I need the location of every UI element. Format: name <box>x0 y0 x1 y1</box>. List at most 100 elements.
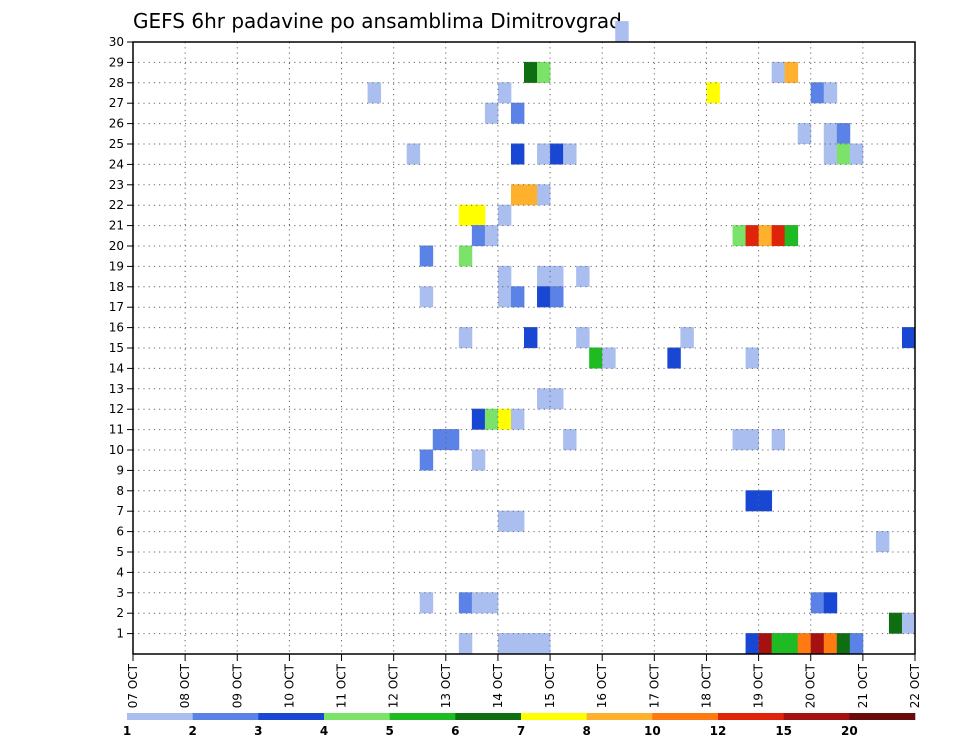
colorbar-swatch <box>258 713 325 720</box>
precip-cell <box>615 21 629 43</box>
y-tick-label: 10 <box>109 443 124 457</box>
x-tick-label: 18 OCT <box>699 663 713 708</box>
y-tick-label: 17 <box>109 300 124 314</box>
y-tick-label: 5 <box>116 545 124 559</box>
colorbar-swatch <box>127 713 193 720</box>
precip-cell <box>901 327 916 349</box>
precip-cell <box>550 265 564 287</box>
precip-cell <box>823 82 838 104</box>
precip-cell <box>471 204 486 226</box>
y-tick-label: 26 <box>109 117 124 131</box>
precip-cell <box>823 633 838 655</box>
colorbar-swatch <box>521 713 587 720</box>
x-tick-label: 15 OCT <box>543 663 557 708</box>
x-tick-label: 22 OCT <box>908 663 922 708</box>
precip-cell <box>510 102 525 124</box>
precip-cell <box>706 82 720 104</box>
colorbar-label: 4 <box>320 724 328 738</box>
precip-cell <box>484 102 499 124</box>
colorbar-swatch <box>652 713 719 720</box>
precip-cell <box>823 592 838 614</box>
y-tick-label: 30 <box>109 35 124 49</box>
precip-cell <box>888 612 903 634</box>
precip-cell <box>797 633 812 655</box>
y-tick-label: 18 <box>109 280 124 294</box>
precip-cell <box>797 123 812 145</box>
colorbar-label: 12 <box>710 724 727 738</box>
precip-cell <box>810 592 825 614</box>
precip-cell <box>732 225 746 247</box>
precip-cell <box>745 429 759 451</box>
precip-cell <box>471 408 486 430</box>
y-tick-label: 12 <box>109 402 124 416</box>
precip-cell <box>484 225 499 247</box>
precip-cell <box>406 143 421 165</box>
y-tick-label: 21 <box>109 219 124 233</box>
precip-cell <box>537 143 551 165</box>
precip-cell <box>458 245 473 267</box>
precip-cell <box>771 633 786 655</box>
precip-cell <box>537 388 551 410</box>
precip-cell <box>771 61 786 83</box>
precip-cell <box>745 490 759 512</box>
y-tick-label: 27 <box>109 96 124 110</box>
precip-cell <box>510 633 525 655</box>
precip-cell <box>849 143 864 165</box>
chart-title: GEFS 6hr padavine po ansamblima Dimitrov… <box>133 9 622 33</box>
y-tick-label: 1 <box>116 627 124 641</box>
x-tick-label: 21 OCT <box>856 663 870 708</box>
precip-cell <box>849 633 864 655</box>
precip-cell <box>576 327 590 349</box>
colorbar: 1 2 3 4 5 6 7 8 10 12 15 20 <box>123 713 916 738</box>
precip-cell <box>471 225 486 247</box>
precip-cell <box>445 429 460 451</box>
y-tick-label: 11 <box>109 423 124 437</box>
precip-cell <box>458 592 473 614</box>
colorbar-label: 7 <box>517 724 525 738</box>
precip-cell <box>458 633 473 655</box>
y-tick-label: 16 <box>109 321 124 335</box>
precip-cell <box>497 408 512 430</box>
colorbar-label: 3 <box>254 724 262 738</box>
y-tick-label: 3 <box>116 586 124 600</box>
precip-cell <box>471 592 486 614</box>
x-tick-label: 13 OCT <box>439 663 453 708</box>
precip-cell <box>484 408 499 430</box>
precip-cell <box>745 225 759 247</box>
y-tick-label: 28 <box>109 76 124 90</box>
precip-cell <box>602 347 616 369</box>
precip-cell <box>771 429 786 451</box>
precip-cell <box>497 204 512 226</box>
precip-cell <box>524 61 538 83</box>
x-tick-label: 20 OCT <box>804 663 818 708</box>
y-tick-label: 29 <box>109 55 124 69</box>
colorbar-swatch <box>849 713 916 720</box>
colorbar-label: 8 <box>582 724 590 738</box>
precip-cell <box>550 286 564 308</box>
precip-cell <box>836 123 851 145</box>
precip-cell <box>497 510 512 532</box>
precip-cell <box>419 449 434 471</box>
precip-cell <box>524 184 538 206</box>
x-tick-label: 19 OCT <box>752 663 766 708</box>
colorbar-label: 10 <box>644 724 661 738</box>
precip-cell <box>471 449 486 471</box>
colorbar-label: 1 <box>123 724 131 738</box>
y-tick-label: 23 <box>109 178 124 192</box>
precip-cell <box>432 429 447 451</box>
precip-cell <box>576 265 590 287</box>
precip-cell <box>419 245 434 267</box>
y-tick-label: 7 <box>116 504 124 518</box>
precip-cell <box>732 429 746 451</box>
precip-cell <box>758 490 773 512</box>
cells-layer <box>367 21 916 655</box>
precip-cell <box>497 286 512 308</box>
precip-cell <box>784 633 799 655</box>
precip-cell <box>537 61 551 83</box>
precip-cell <box>771 225 786 247</box>
y-tick-label: 22 <box>109 198 124 212</box>
precip-cell <box>758 225 773 247</box>
precip-cell <box>367 82 382 104</box>
precip-cell <box>563 143 577 165</box>
precip-cell <box>510 184 525 206</box>
